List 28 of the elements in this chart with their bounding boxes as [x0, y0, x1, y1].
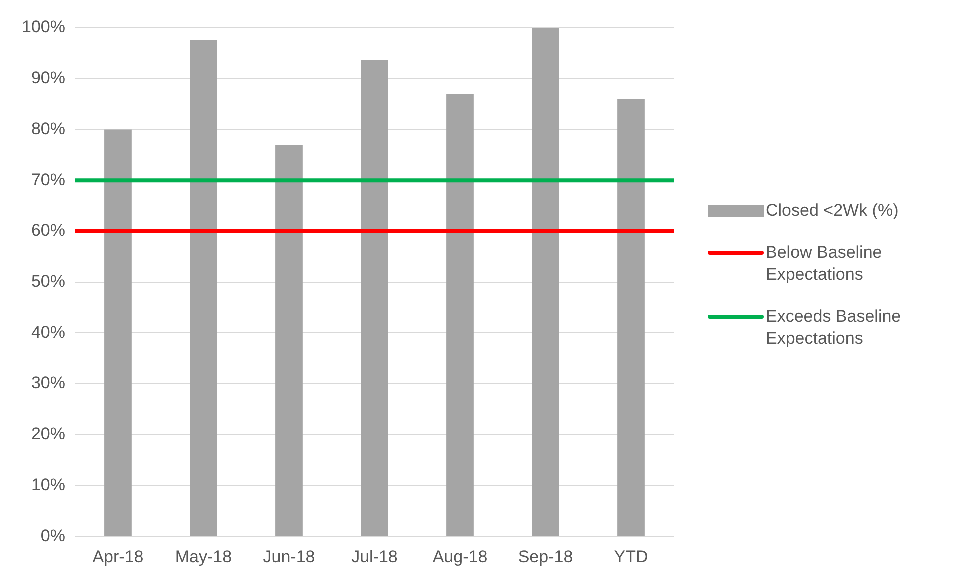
y-tick-label: 0%	[40, 526, 66, 546]
y-tick-label: 50%	[31, 272, 66, 291]
bar	[446, 94, 474, 536]
x-tick-label: Jul-18	[352, 547, 398, 566]
legend-label: Exceeds Baseline Expectations	[766, 306, 902, 350]
bar	[361, 60, 388, 536]
legend-label: Closed <2Wk (%)	[766, 200, 900, 222]
y-tick-label: 10%	[31, 475, 66, 494]
y-tick-label: 70%	[31, 170, 66, 190]
y-tick-label: 90%	[31, 68, 66, 88]
x-tick-label: Jun-18	[263, 547, 316, 566]
x-tick-label: Apr-18	[92, 547, 144, 566]
x-tick-label: Sep-18	[518, 547, 574, 566]
bar	[276, 144, 303, 536]
y-tick-label: 40%	[31, 322, 66, 342]
y-tick-label: 80%	[31, 119, 66, 138]
y-tick-label: 100%	[22, 18, 66, 37]
x-tick-label: Aug-18	[432, 547, 488, 566]
bar	[532, 28, 560, 536]
bar	[190, 40, 218, 536]
bar	[104, 130, 132, 536]
legend-label: Below Baseline Expectations	[766, 242, 884, 286]
y-tick-label: 60%	[31, 221, 66, 240]
bar	[618, 99, 645, 536]
x-tick-label: May-18	[175, 547, 232, 566]
y-tick-label: 20%	[31, 424, 66, 444]
y-tick-label: 30%	[31, 374, 66, 393]
x-tick-label: YTD	[614, 547, 648, 566]
